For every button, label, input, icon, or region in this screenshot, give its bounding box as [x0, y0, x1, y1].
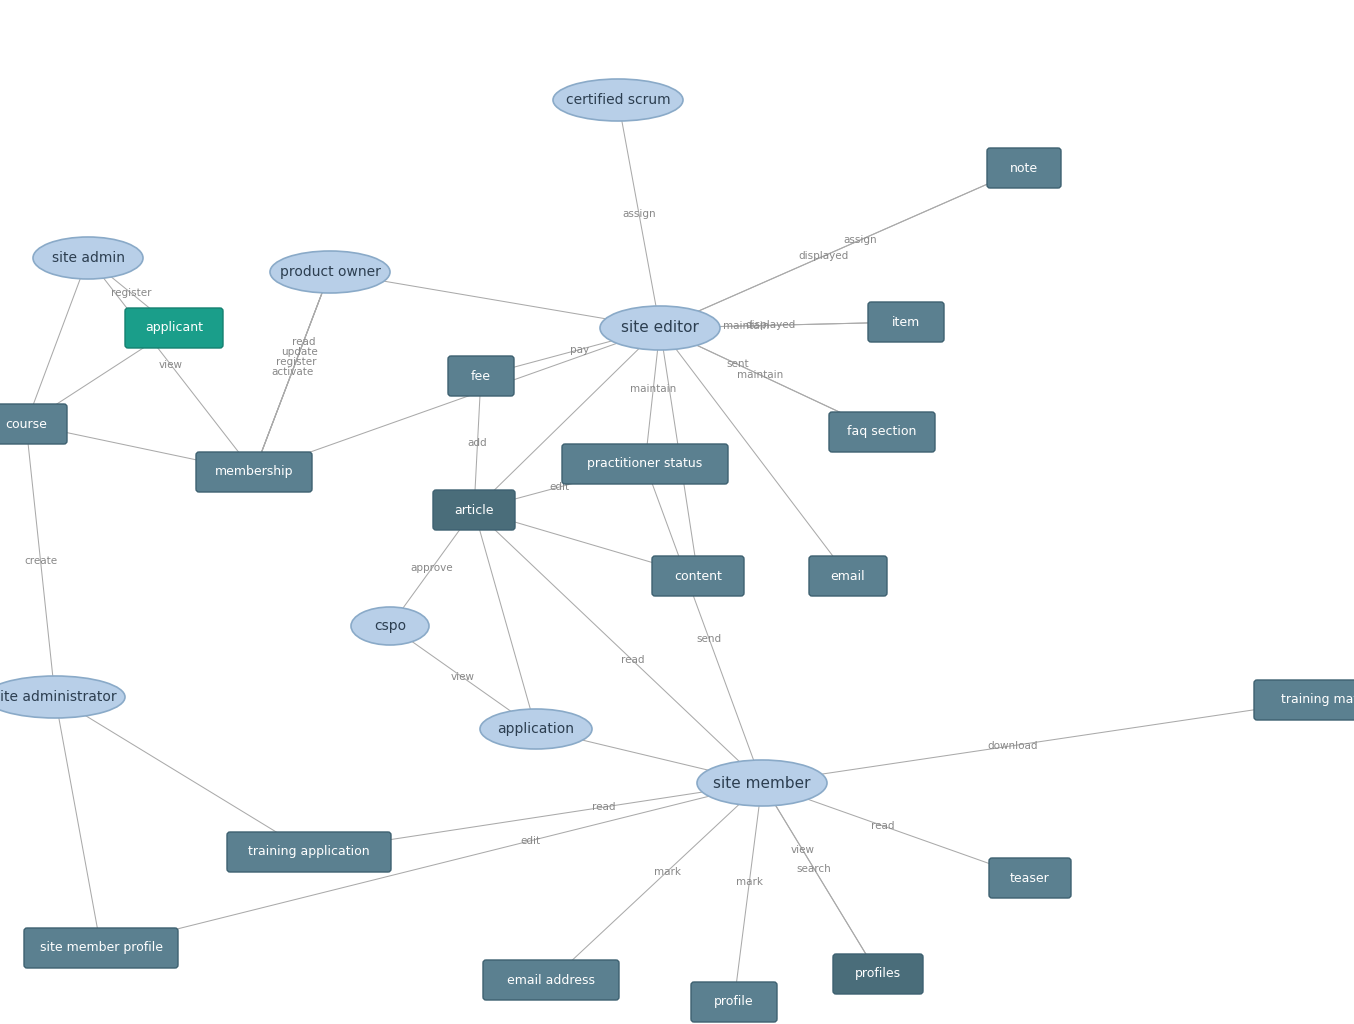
Text: view: view	[791, 845, 815, 855]
FancyBboxPatch shape	[448, 356, 515, 396]
Text: register: register	[111, 288, 152, 298]
Text: site administrator: site administrator	[0, 690, 116, 705]
Text: displayed: displayed	[746, 321, 796, 331]
Text: pay: pay	[570, 345, 589, 354]
Text: email address: email address	[506, 974, 594, 986]
Text: mark: mark	[654, 866, 681, 877]
Text: download: download	[988, 740, 1039, 751]
Text: assign: assign	[844, 234, 877, 245]
Text: fee: fee	[471, 370, 492, 383]
FancyBboxPatch shape	[227, 831, 391, 872]
FancyBboxPatch shape	[833, 954, 923, 994]
Text: search: search	[796, 864, 831, 873]
Text: view: view	[451, 673, 475, 683]
Text: content: content	[674, 569, 722, 583]
FancyBboxPatch shape	[653, 556, 743, 596]
Text: edit: edit	[550, 482, 570, 492]
Ellipse shape	[697, 760, 827, 806]
Text: certified scrum: certified scrum	[566, 93, 670, 106]
Text: edit: edit	[520, 836, 540, 846]
Text: maintain: maintain	[737, 370, 783, 380]
Text: activate: activate	[271, 367, 313, 377]
Text: cspo: cspo	[374, 618, 406, 633]
Ellipse shape	[269, 251, 390, 293]
Ellipse shape	[552, 79, 682, 121]
Ellipse shape	[0, 676, 125, 718]
FancyBboxPatch shape	[0, 404, 66, 444]
Text: read: read	[620, 655, 645, 666]
FancyBboxPatch shape	[808, 556, 887, 596]
Text: training mat: training mat	[1281, 693, 1354, 707]
Text: membership: membership	[215, 466, 294, 478]
Text: site member: site member	[714, 775, 811, 791]
Text: site member profile: site member profile	[39, 941, 162, 954]
Text: maintain: maintain	[630, 384, 677, 394]
FancyBboxPatch shape	[987, 148, 1062, 188]
Text: register: register	[276, 357, 315, 367]
FancyBboxPatch shape	[1254, 680, 1354, 720]
Text: displayed: displayed	[799, 251, 849, 261]
FancyBboxPatch shape	[483, 961, 619, 1000]
Text: email: email	[831, 569, 865, 583]
Text: add: add	[467, 438, 487, 449]
Text: send: send	[697, 635, 722, 644]
FancyBboxPatch shape	[868, 302, 944, 342]
Text: profiles: profiles	[854, 968, 900, 981]
Text: site editor: site editor	[621, 321, 699, 336]
Text: item: item	[892, 315, 921, 329]
Text: sent: sent	[726, 359, 749, 370]
Ellipse shape	[600, 306, 720, 350]
Text: update: update	[282, 347, 318, 357]
Text: practitioner status: practitioner status	[588, 458, 703, 470]
FancyBboxPatch shape	[433, 490, 515, 530]
FancyBboxPatch shape	[562, 444, 728, 484]
Ellipse shape	[481, 709, 592, 749]
Text: product owner: product owner	[279, 265, 380, 279]
Text: faq section: faq section	[848, 426, 917, 438]
Text: maintain: maintain	[723, 321, 769, 331]
FancyBboxPatch shape	[829, 412, 936, 452]
Text: read: read	[291, 337, 315, 347]
Text: note: note	[1010, 162, 1039, 174]
Text: article: article	[454, 504, 494, 516]
Text: applicant: applicant	[145, 322, 203, 335]
Text: approve: approve	[410, 563, 454, 573]
Text: site admin: site admin	[51, 251, 125, 265]
Text: create: create	[24, 555, 57, 565]
FancyBboxPatch shape	[125, 308, 223, 348]
Text: view: view	[158, 360, 183, 370]
Text: profile: profile	[714, 995, 754, 1009]
Text: assign: assign	[623, 209, 655, 219]
Text: teaser: teaser	[1010, 871, 1049, 885]
Ellipse shape	[351, 607, 429, 645]
Ellipse shape	[32, 237, 144, 279]
Text: training application: training application	[248, 846, 370, 858]
FancyBboxPatch shape	[691, 982, 777, 1022]
Text: read: read	[592, 802, 615, 812]
Text: course: course	[5, 418, 47, 430]
Text: application: application	[497, 722, 574, 736]
Text: read: read	[871, 821, 895, 830]
FancyBboxPatch shape	[24, 928, 177, 968]
Text: mark: mark	[737, 877, 762, 887]
FancyBboxPatch shape	[988, 858, 1071, 898]
FancyBboxPatch shape	[196, 452, 311, 492]
